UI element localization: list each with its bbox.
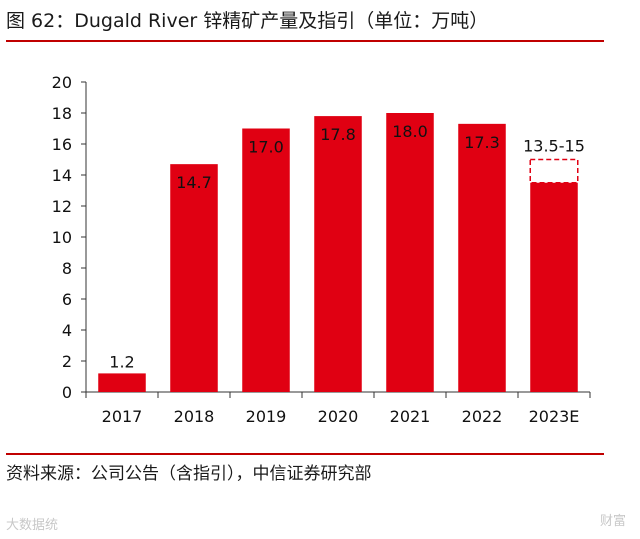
bar-2017 xyxy=(98,373,146,392)
data-label-2020: 17.8 xyxy=(320,125,356,144)
watermark-right: 财富 xyxy=(599,514,626,529)
data-label-2017: 1.2 xyxy=(109,352,134,371)
y-tick-label: 6 xyxy=(62,290,72,309)
data-label-2021: 18.0 xyxy=(392,122,428,141)
bar-2020 xyxy=(314,116,362,392)
y-tick-label: 14 xyxy=(52,166,72,185)
data-label-2018: 14.7 xyxy=(176,173,212,192)
x-tick-label: 2020 xyxy=(318,407,359,426)
title-divider xyxy=(6,40,604,42)
bar-2019 xyxy=(242,128,290,392)
data-label-2023E: 13.5-15 xyxy=(523,137,585,156)
watermark-left: 大数据统 xyxy=(6,518,59,533)
x-tick-label: 2022 xyxy=(462,407,503,426)
y-tick-label: 16 xyxy=(52,135,72,154)
y-tick-label: 20 xyxy=(52,73,72,92)
y-tick-label: 10 xyxy=(52,228,72,247)
data-label-2022: 17.3 xyxy=(464,133,500,152)
x-tick-label: 2018 xyxy=(174,407,215,426)
data-label-2019: 17.0 xyxy=(248,138,284,157)
y-tick-label: 12 xyxy=(52,197,72,216)
x-tick-label: 2019 xyxy=(246,407,287,426)
y-tick-label: 18 xyxy=(52,104,72,123)
guidance-range-box xyxy=(529,158,579,184)
y-tick-label: 4 xyxy=(62,321,72,340)
bar-2022 xyxy=(458,123,506,392)
source-note: 资料来源：公司公告（含指引），中信证券研究部 xyxy=(6,464,372,484)
bar-2018 xyxy=(170,164,218,392)
y-tick-label: 8 xyxy=(62,259,72,278)
x-tick-label: 2017 xyxy=(102,407,143,426)
x-tick-label: 2021 xyxy=(390,407,431,426)
bar-2023E xyxy=(530,182,578,392)
bar-2021 xyxy=(386,113,434,392)
y-tick-label: 2 xyxy=(62,352,72,371)
x-tick-label: 2023E xyxy=(529,407,580,426)
chart-title: 图 62：Dugald River 锌精矿产量及指引（单位：万吨） xyxy=(6,10,489,32)
source-divider xyxy=(6,453,604,455)
y-tick-label: 0 xyxy=(62,383,72,402)
